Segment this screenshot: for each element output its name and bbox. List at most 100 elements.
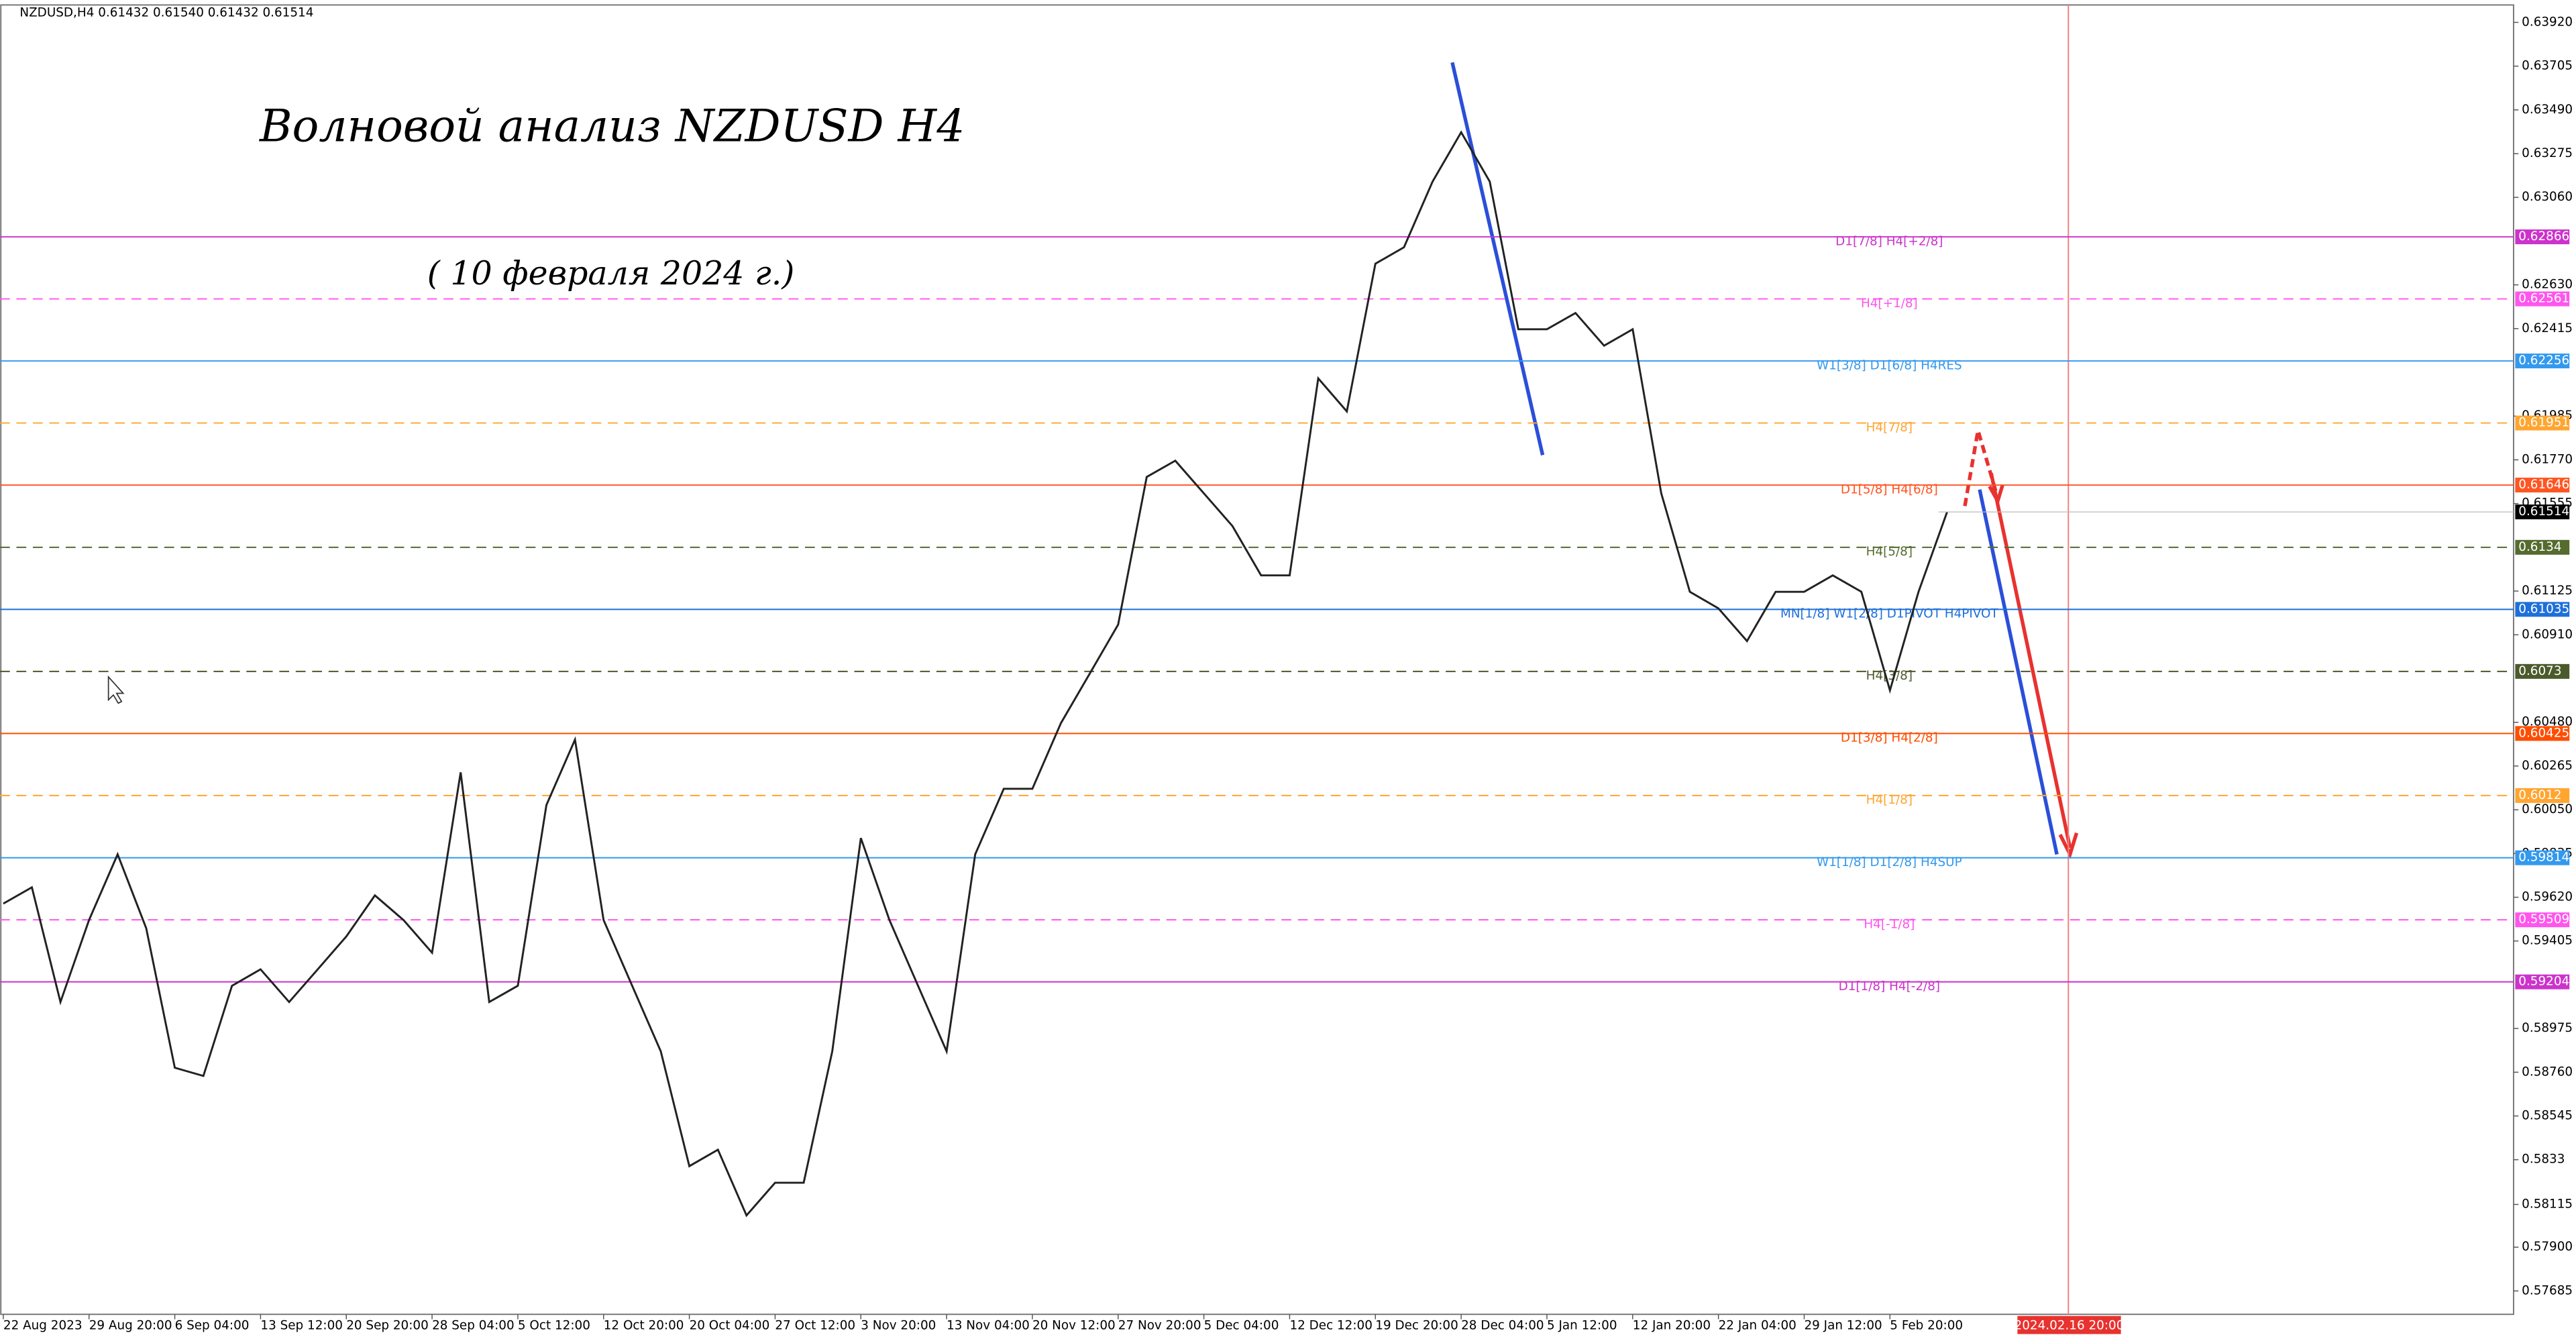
last-price: 0.61514 [2518, 504, 2569, 519]
level-name: H4[+1/8] [1861, 297, 1918, 311]
x-tick-label: 3 Nov 20:00 [861, 1318, 936, 1332]
level-name: H4[5/8] [1866, 545, 1913, 559]
level-name: D1[5/8] H4[6/8] [1841, 482, 1938, 496]
level-name: MN[1/8] W1[2/8] D1PIVOT H4PIVOT [1780, 607, 1999, 621]
y-tick-label: 0.5833 [2522, 1153, 2565, 1167]
x-tick-label: 29 Jan 12:00 [1804, 1318, 1882, 1332]
x-tick-label: 22 Jan 04:00 [1719, 1318, 1796, 1332]
level-price-box [2515, 974, 2570, 989]
y-tick-label: 0.63060 [2522, 190, 2573, 204]
y-tick-label: 0.57900 [2522, 1240, 2573, 1254]
x-tick-label: 20 Nov 12:00 [1032, 1318, 1116, 1332]
x-tick-label: 13 Nov 04:00 [947, 1318, 1030, 1332]
cursor-time-box [2017, 1316, 2121, 1334]
y-tick-label: 0.63920 [2522, 15, 2573, 29]
y-tick-label: 0.62630 [2522, 278, 2573, 292]
x-tick-label: 12 Jan 20:00 [1633, 1318, 1711, 1332]
arrow-head [2058, 832, 2079, 859]
level-price: 0.62866 [2518, 229, 2569, 244]
x-tick-label: 6 Sep 04:00 [175, 1318, 250, 1332]
level-price: 0.61951 [2518, 416, 2569, 430]
level-price: 0.61646 [2518, 478, 2569, 492]
x-tick-label: 22 Aug 2023 [3, 1318, 83, 1332]
price-line [3, 130, 1948, 1218]
level-price: 0.6073 [2518, 664, 2561, 678]
arrow-head [1988, 484, 2004, 506]
x-tick-label: 28 Sep 04:00 [432, 1318, 515, 1332]
level-price: 0.62561 [2518, 292, 2569, 306]
level-name: D1[3/8] H4[2/8] [1841, 731, 1938, 745]
level-price: 0.59509 [2518, 912, 2569, 926]
x-tick-label: 27 Oct 12:00 [775, 1318, 855, 1332]
y-tick-label: 0.62415 [2522, 321, 2573, 335]
plot-frame [0, 4, 2514, 1316]
y-tick-label: 0.58760 [2522, 1065, 2573, 1079]
level-name: H4[3/8] [1866, 669, 1913, 683]
x-tick-label: 27 Nov 20:00 [1118, 1318, 1201, 1332]
level-price-box [2515, 415, 2570, 431]
x-tick-label: 29 Aug 20:00 [89, 1318, 172, 1332]
y-tick-label: 0.60480 [2522, 715, 2573, 729]
chart-title: Волновой анализ NZDUSD H4 [259, 101, 965, 152]
y-tick-label: 0.63705 [2522, 59, 2573, 73]
x-tick-label: 5 Jan 12:00 [1547, 1318, 1617, 1332]
wave-line [1978, 489, 2059, 855]
chart-subtitle: ( 10 февраля 2024 г.) [427, 254, 795, 292]
y-tick-label: 0.61770 [2522, 452, 2573, 466]
y-tick-label: 0.57685 [2522, 1283, 2573, 1297]
level-price-box [2515, 663, 2570, 679]
level-name: W1[3/8] D1[6/8] H4RES [1817, 358, 1962, 372]
y-tick-label: 0.59405 [2522, 934, 2573, 948]
level-name: W1[1/8] D1[2/8] H4SUP [1817, 855, 1962, 869]
level-price-box [2515, 602, 2570, 617]
x-tick-label: 12 Oct 20:00 [604, 1318, 684, 1332]
x-tick-label: 19 Dec 20:00 [1375, 1318, 1458, 1332]
level-price: 0.6134 [2518, 540, 2561, 554]
level-price: 0.62256 [2518, 354, 2569, 368]
level-price-box [2515, 539, 2570, 555]
y-tick-label: 0.58975 [2522, 1021, 2573, 1035]
wave-annotations [1450, 62, 2079, 859]
level-name: H4[-1/8] [1864, 918, 1915, 932]
level-price-box [2515, 291, 2570, 307]
header: NZDUSD,H4 0.61432 0.61540 0.61432 0.6151… [19, 6, 313, 20]
x-tick-label: 5 Dec 04:00 [1204, 1318, 1279, 1332]
level-price-box [2515, 788, 2570, 803]
level-price-box [2515, 850, 2570, 865]
level-price-box [2515, 354, 2570, 369]
level-price: 0.59204 [2518, 975, 2569, 989]
y-tick-label: 0.60050 [2522, 802, 2573, 816]
level-price: 0.60425 [2518, 726, 2569, 740]
level-price-box [2515, 229, 2570, 245]
x-tick-label: 13 Sep 12:00 [260, 1318, 343, 1332]
x-tick-label: 5 Feb 20:00 [1890, 1318, 1963, 1332]
level-name: H4[7/8] [1866, 421, 1913, 435]
x-tick-label: 20 Oct 04:00 [690, 1318, 770, 1332]
level-price: 0.59814 [2518, 851, 2569, 865]
wave-line [1450, 62, 1545, 456]
y-tick-label: 0.63490 [2522, 103, 2573, 117]
level-name: D1[1/8] H4[-2/8] [1839, 979, 1941, 994]
y-tick-label: 0.61125 [2522, 584, 2573, 598]
level-price-box [2515, 726, 2570, 741]
level-price: 0.6012 [2518, 788, 2561, 802]
x-tick-label: 12 Dec 12:00 [1289, 1318, 1372, 1332]
wave-arrow [1989, 472, 2072, 849]
y-tick-label: 0.63275 [2522, 146, 2573, 160]
cursor-time: 2024.02.16 20:00 [2015, 1318, 2125, 1332]
level-name: D1[7/8] H4[+2/8] [1835, 234, 1943, 248]
x-tick-label: 5 Oct 12:00 [518, 1318, 590, 1332]
y-tick-label: 0.59620 [2522, 890, 2573, 904]
wave-arrow-dashed [1963, 429, 2000, 506]
mouse-cursor [107, 675, 125, 704]
y-tick-label: 0.60265 [2522, 759, 2573, 773]
y-tick-label: 0.58545 [2522, 1109, 2573, 1123]
x-tick-label: 28 Dec 04:00 [1461, 1318, 1544, 1332]
level-price-box [2515, 912, 2570, 928]
y-tick-label: 0.58115 [2522, 1197, 2573, 1211]
x-tick-label: 20 Sep 20:00 [346, 1318, 429, 1332]
last-price-box [2515, 504, 2570, 520]
level-price-box [2515, 478, 2570, 493]
level-price: 0.61035 [2518, 602, 2569, 616]
